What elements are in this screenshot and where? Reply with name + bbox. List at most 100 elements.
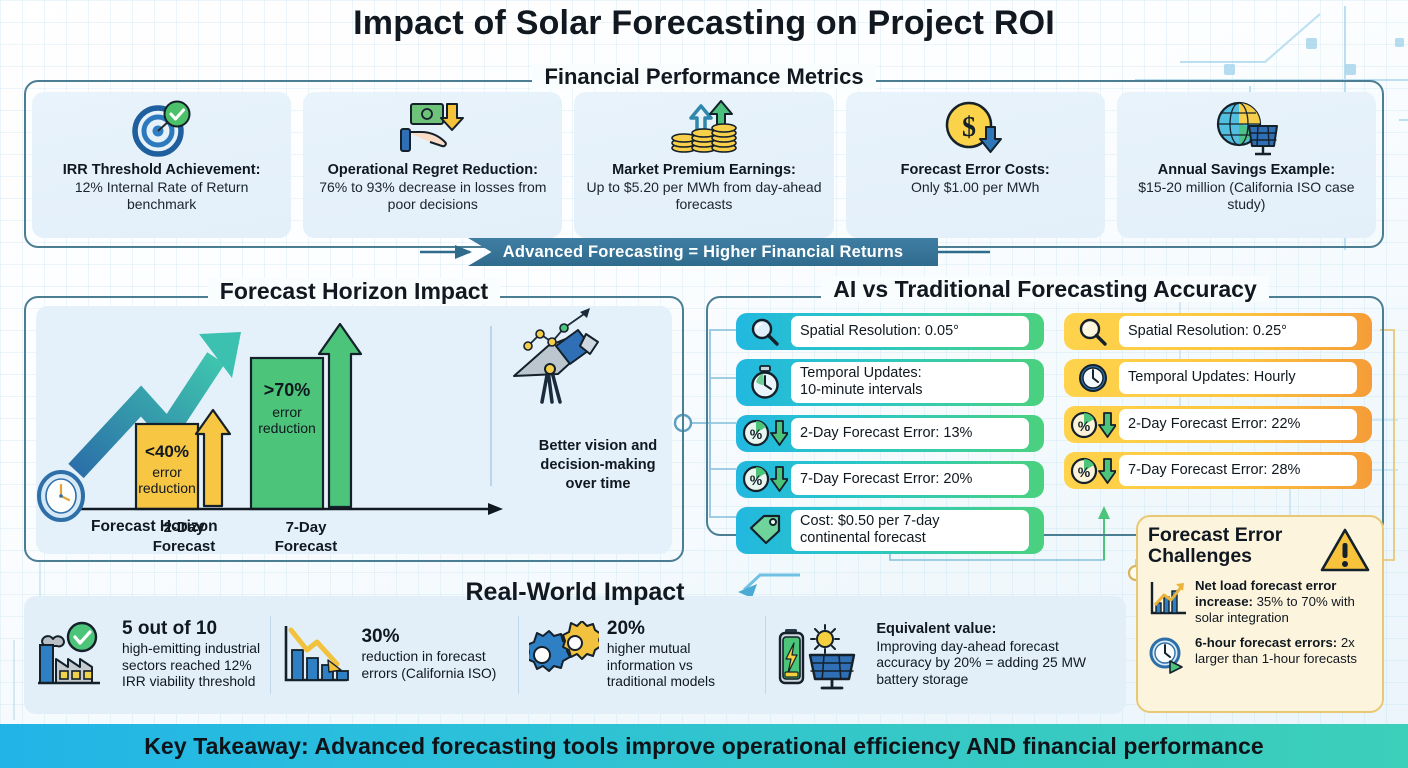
financial-card-head: Annual Savings Example: [1157, 162, 1336, 178]
divider [270, 616, 272, 694]
divider [765, 616, 767, 694]
financial-section-heading-text: Financial Performance Metrics [532, 64, 876, 89]
coins-up-arrow-icon [667, 98, 741, 160]
ai-row-7day[interactable]: % 7-Day Forecast Error: 20% [736, 460, 1044, 498]
svg-text:7-Day: 7-Day [286, 519, 328, 536]
financial-card-head: Forecast Error Costs: [900, 162, 1050, 178]
key-takeaway-text: Key Takeaway: Advanced forecasting tools… [144, 732, 1264, 759]
percent-down-icon: % [1067, 409, 1119, 440]
trad-row-2day[interactable]: % 2-Day Forecast Error: 22% [1064, 406, 1372, 443]
real-world-impact-panel: 5 out of 10 high-emitting industrial sec… [24, 596, 1126, 714]
svg-text:Better vision and: Better vision and [539, 438, 657, 454]
magnifier-icon [739, 316, 791, 347]
svg-text:<40%: <40% [145, 442, 189, 461]
svg-text:decision-making: decision-making [540, 457, 655, 473]
dollar-coin-down-icon: $ [942, 98, 1008, 160]
page-title: Impact of Solar Forecasting on Project R… [353, 4, 1055, 42]
ribbon-area: Advanced Forecasting = Higher Financial … [0, 238, 1408, 268]
financial-card-body: 12% Internal Rate of Return benchmark [74, 178, 249, 212]
financial-card-body: Only $1.00 per MWh [911, 178, 1040, 195]
horizon-chart: <40% error reduction >70% error reductio… [37, 308, 657, 554]
comparison-section-heading-text: AI vs Traditional Forecasting Accuracy [821, 276, 1269, 302]
svg-text:2-Day: 2-Day [164, 519, 206, 536]
ai-row-2day[interactable]: % 2-Day Forecast Error: 13% [736, 414, 1044, 452]
real-world-item-reduction[interactable]: 30% reduction in forecast errors (Califo… [271, 609, 517, 701]
ribbon-banner: Advanced Forecasting = Higher Financial … [468, 238, 938, 266]
real-world-item-text: 30% reduction in forecast errors (Califo… [361, 626, 507, 683]
divider [517, 616, 519, 694]
percent-down-icon: % [739, 418, 791, 449]
real-world-item-text: 20% higher mutual information vs traditi… [606, 617, 755, 691]
financial-card-savings[interactable]: Annual Savings Example: $15-20 million (… [1116, 92, 1377, 238]
ribbon-text: Advanced Forecasting = Higher Financial … [502, 242, 904, 261]
warning-triangle-icon [1320, 527, 1370, 578]
svg-text:over time: over time [566, 476, 631, 492]
ai-row-temporal[interactable]: Temporal Updates: 10-minute intervals [736, 359, 1044, 406]
ai-row-text: 2-Day Forecast Error: 13% [791, 417, 1029, 449]
globe-solar-panel-icon [1209, 98, 1283, 160]
financial-card-head: IRR Threshold Achievement: [62, 162, 261, 178]
trad-row-text: 2-Day Forecast Error: 22% [1119, 409, 1357, 440]
real-world-item-text: 5 out of 10 high-emitting industrial sec… [122, 617, 261, 691]
percent-down-icon: % [739, 464, 791, 495]
battery-solar-icon [776, 619, 868, 691]
real-world-item-equivalent-value[interactable]: Equivalent value: Improving day-ahead fo… [766, 609, 1126, 701]
error-item-netload: Net load forecast error increase: 35% to… [1148, 578, 1372, 626]
financial-card-error-costs[interactable]: $ Forecast Error Costs: Only $1.00 per M… [845, 92, 1105, 238]
declining-bars-icon [281, 622, 353, 688]
real-world-item-mutual-info[interactable]: 20% higher mutual information vs traditi… [519, 609, 765, 701]
financial-card-regret[interactable]: Operational Regret Reduction: 76% to 93%… [303, 92, 563, 238]
financial-card-body: $15-20 million (California ISO case stud… [1138, 178, 1355, 212]
ai-row-text: Cost: $0.50 per 7-day continental foreca… [791, 509, 1029, 551]
svg-text:>70%: >70% [264, 380, 311, 400]
real-world-item-big: 20% [606, 617, 645, 639]
gears-icon [528, 621, 599, 689]
comparison-section-heading: AI vs Traditional Forecasting Accuracy [706, 276, 1384, 303]
financial-card-premium[interactable]: Market Premium Earnings: Up to $5.20 per… [574, 92, 834, 238]
real-world-item-detail: higher mutual information vs traditional… [606, 640, 716, 690]
target-check-icon [131, 98, 192, 160]
ai-row-cost[interactable]: Cost: $0.50 per 7-day continental foreca… [736, 506, 1044, 554]
trad-row-spatial[interactable]: Spatial Resolution: 0.25° [1064, 313, 1372, 350]
financial-card-head: Operational Regret Reduction: [327, 162, 538, 178]
ai-row-spatial[interactable]: Spatial Resolution: 0.05° [736, 313, 1044, 350]
trad-row-temporal[interactable]: Temporal Updates: Hourly [1064, 359, 1372, 397]
real-world-item-detail: Improving day-ahead forecast accuracy by… [876, 638, 1087, 688]
financial-card-irr[interactable]: IRR Threshold Achievement: 12% Internal … [32, 92, 292, 238]
error-item-strong: 6-hour forecast errors: [1195, 635, 1338, 651]
real-world-item-big: Equivalent value: [876, 620, 997, 637]
real-world-item-detail: high-emitting industrial sectors reached… [122, 640, 261, 690]
price-tag-icon [739, 510, 791, 551]
trad-row-text: Temporal Updates: Hourly [1119, 362, 1357, 394]
horizon-section-heading: Forecast Horizon Impact [24, 278, 684, 305]
clock-icon [1067, 362, 1119, 394]
svg-text:%: % [750, 426, 763, 442]
horizon-chart-panel: <40% error reduction >70% error reductio… [36, 306, 672, 554]
real-world-item-detail: reduction in forecast errors (California… [361, 649, 497, 681]
percent-down-icon: % [1067, 455, 1119, 486]
real-world-item-text: Equivalent value: Improving day-ahead fo… [876, 621, 1116, 689]
key-takeaway-banner: Key Takeaway: Advanced forecasting tools… [0, 724, 1408, 768]
svg-text:reduction: reduction [138, 480, 196, 496]
real-world-item-big: 30% [361, 626, 400, 648]
ribbon-arrows [420, 245, 990, 259]
financial-card-body: 76% to 93% decrease in losses from poor … [319, 178, 547, 212]
forecast-error-challenges-card: Forecast Error Challenges Net load forec… [1136, 515, 1384, 713]
hand-money-down-icon [397, 98, 469, 160]
real-world-item-big: 5 out of 10 [122, 617, 218, 639]
ai-row-text: Temporal Updates: 10-minute intervals [791, 362, 1029, 403]
error-item-strong: Net load forecast error increase: [1195, 577, 1337, 609]
error-item-rest: 35% to 70% with solar integration [1195, 593, 1355, 625]
svg-text:Forecast Horizon: Forecast Horizon [91, 518, 218, 535]
clock-forward-icon [1148, 635, 1188, 680]
trad-row-7day[interactable]: % 7-Day Forecast Error: 28% [1064, 452, 1372, 489]
real-world-item-sectors[interactable]: 5 out of 10 high-emitting industrial sec… [24, 609, 270, 701]
svg-text:%: % [1078, 464, 1091, 480]
trad-row-text: Spatial Resolution: 0.25° [1119, 316, 1357, 347]
ai-row-text: 7-Day Forecast Error: 20% [791, 463, 1029, 495]
svg-text:error: error [152, 464, 182, 480]
error-item-6hour: 6-hour forecast errors: 2x larger than 1… [1148, 635, 1372, 680]
financial-card-head: Market Premium Earnings: [612, 162, 796, 178]
financial-card-body: Up to $5.20 per MWh from day-ahead forec… [586, 178, 822, 212]
error-item-rest: 2x larger than 1-hour forecasts [1195, 635, 1357, 667]
